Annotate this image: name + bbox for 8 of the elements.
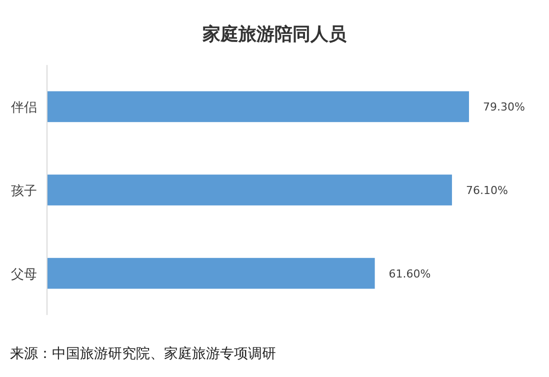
data-label: 76.10% [466, 184, 508, 197]
data-label: 61.60% [388, 267, 431, 280]
chart-title: 家庭旅游陪同人员 [202, 24, 348, 45]
source-note: 来源：中国旅游研究院、家庭旅游专项调研 [10, 346, 276, 362]
data-label: 79.30% [483, 100, 525, 114]
y-tick-label: 父母 [11, 267, 37, 282]
y-tick-label: 伴侣 [11, 100, 37, 116]
y-tick-label: 孩子 [11, 184, 37, 199]
